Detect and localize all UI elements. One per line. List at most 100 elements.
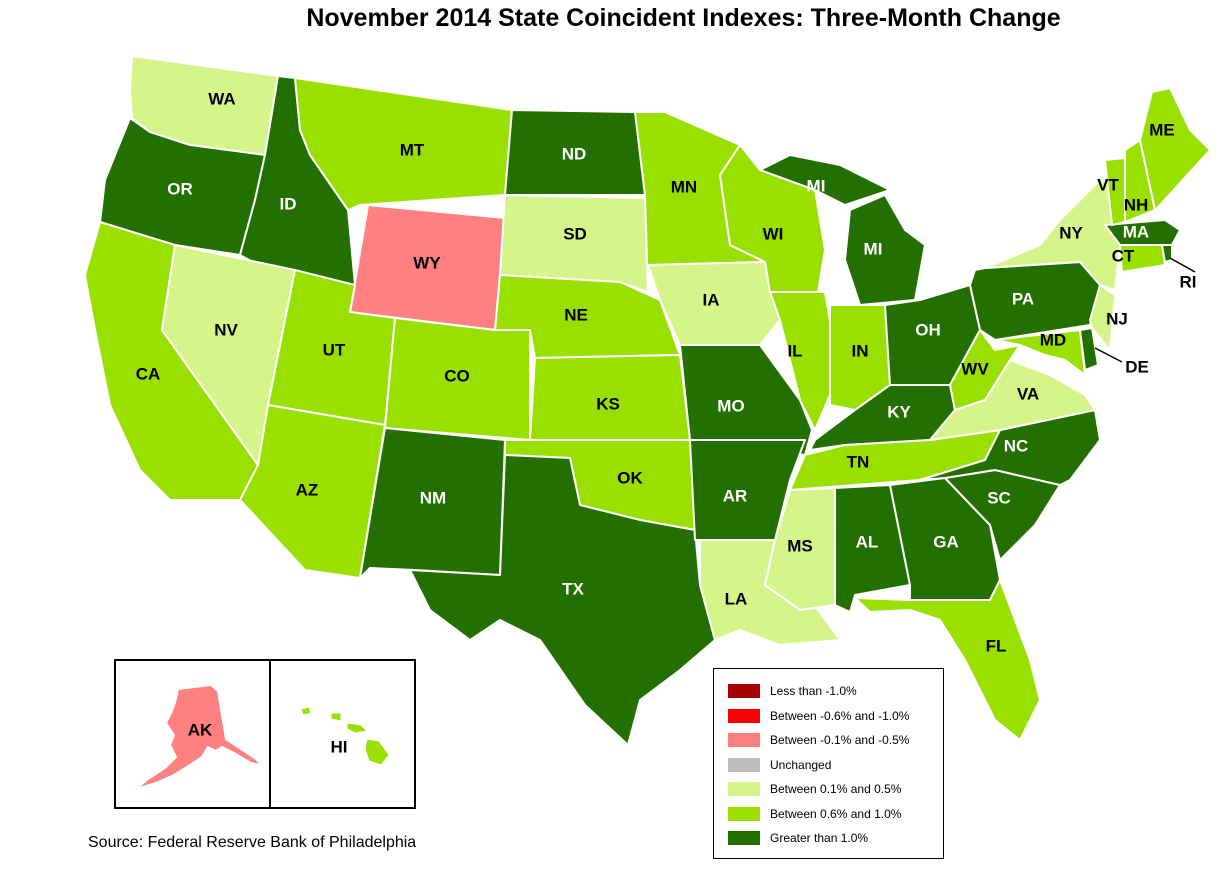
state-ar[interactable]	[689, 439, 806, 541]
legend-item: Greater than 1.0%	[728, 826, 943, 851]
label-ok: OK	[617, 468, 643, 487]
label-md: MD	[1040, 330, 1066, 349]
label-ga: GA	[933, 532, 959, 551]
legend-swatch	[728, 733, 760, 748]
label-nv: NV	[214, 320, 238, 339]
label-fl: FL	[986, 636, 1007, 655]
label-ri: RI	[1180, 272, 1197, 291]
label-sd: SD	[563, 224, 587, 243]
ri-leader-line	[1169, 257, 1196, 273]
label-co: CO	[444, 366, 470, 385]
label-wi: WI	[763, 224, 784, 243]
legend-label: Between 0.1% and 0.5%	[770, 782, 902, 797]
legend: Less than -1.0% Between -0.6% and -1.0% …	[713, 668, 944, 859]
hawaii-inset: HI	[269, 659, 416, 809]
state-nj[interactable]	[1089, 284, 1116, 351]
label-or: OR	[167, 179, 193, 198]
legend-item: Between 0.6% and 1.0%	[728, 802, 943, 827]
legend-item: Between -0.6% and -1.0%	[728, 704, 943, 729]
state-me[interactable]	[1139, 87, 1211, 211]
legend-item: Unchanged	[728, 753, 943, 778]
state-ma[interactable]	[1104, 219, 1181, 246]
label-nm: NM	[420, 488, 446, 507]
state-hi-maui[interactable]	[346, 722, 368, 734]
legend-label: Unchanged	[770, 757, 832, 772]
state-mi-lower[interactable]	[844, 194, 926, 306]
state-mi-upper[interactable]	[759, 154, 891, 206]
label-pa: PA	[1012, 289, 1034, 308]
label-ar: AR	[723, 486, 748, 505]
label-mt: MT	[400, 140, 425, 159]
label-ia: IA	[703, 290, 720, 309]
legend-label: Between 0.6% and 1.0%	[770, 806, 902, 821]
label-az: AZ	[296, 480, 319, 499]
state-hi-kauai[interactable]	[300, 706, 312, 716]
label-wa: WA	[208, 89, 235, 108]
alaska-inset: AK	[114, 659, 271, 809]
label-tx: TX	[562, 579, 584, 598]
label-va: VA	[1017, 384, 1039, 403]
label-ca: CA	[136, 364, 161, 383]
label-oh: OH	[915, 320, 941, 339]
label-nc: NC	[1004, 436, 1029, 455]
label-ma: MA	[1123, 222, 1149, 241]
label-mn: MN	[671, 177, 697, 196]
source-note: Source: Federal Reserve Bank of Philadel…	[88, 834, 417, 851]
label-mo: MO	[717, 396, 744, 415]
legend-label: Less than -1.0%	[770, 684, 857, 699]
state-fl[interactable]	[854, 579, 1041, 741]
state-wv[interactable]	[949, 329, 1021, 411]
label-nj: NJ	[1106, 309, 1128, 328]
state-hi-oahu[interactable]	[330, 712, 342, 722]
legend-label: Greater than 1.0%	[770, 831, 869, 846]
state-tx[interactable]	[409, 454, 716, 746]
label-tn: TN	[847, 452, 870, 471]
state-pa[interactable]	[969, 261, 1101, 341]
label-ky: KY	[887, 402, 911, 421]
legend-swatch	[728, 708, 760, 723]
label-il: IL	[787, 341, 802, 360]
label-ak: AK	[188, 720, 213, 739]
label-sc: SC	[987, 488, 1011, 507]
label-ny: NY	[1059, 223, 1083, 242]
label-id: ID	[280, 194, 297, 213]
state-il[interactable]	[769, 291, 836, 431]
label-ne: NE	[564, 305, 588, 324]
legend-swatch	[728, 831, 760, 846]
de-leader-line	[1094, 347, 1123, 363]
label-ct: CT	[1112, 246, 1135, 265]
label-mi-upper: MI	[807, 176, 826, 195]
label-wv: WV	[961, 359, 989, 378]
legend-label: Between -0.6% and -1.0%	[770, 708, 910, 723]
label-nd: ND	[562, 144, 587, 163]
label-ks: KS	[596, 394, 620, 413]
label-wy: WY	[413, 253, 441, 272]
state-co[interactable]	[384, 317, 531, 441]
legend-swatch	[728, 757, 760, 772]
hawaii-map: HI	[300, 706, 390, 766]
label-de: DE	[1125, 357, 1149, 376]
label-nh: NH	[1124, 195, 1149, 214]
legend-item: Less than -1.0%	[728, 679, 943, 704]
state-sd[interactable]	[499, 194, 649, 293]
label-me: ME	[1149, 120, 1175, 139]
legend-label: Between -0.1% and -0.5%	[770, 733, 910, 748]
legend-item: Between -0.1% and -0.5%	[728, 728, 943, 753]
legend-swatch	[728, 684, 760, 699]
alaska-map: AK	[135, 684, 262, 790]
label-ms: MS	[787, 536, 813, 555]
label-mi-lower: MI	[864, 239, 883, 258]
label-hi: HI	[331, 737, 348, 756]
legend-item: Between 0.1% and 0.5%	[728, 777, 943, 802]
label-ut: UT	[323, 340, 346, 359]
map-title: November 2014 State Coincident Indexes: …	[306, 4, 1061, 32]
state-hi-big-island[interactable]	[364, 738, 390, 766]
state-nc[interactable]	[919, 409, 1101, 486]
label-al: AL	[856, 532, 879, 551]
state-de[interactable]	[1079, 327, 1099, 371]
label-la: LA	[725, 589, 748, 608]
legend-swatch	[728, 782, 760, 797]
legend-swatch	[728, 806, 760, 821]
state-ak[interactable]	[135, 684, 262, 790]
